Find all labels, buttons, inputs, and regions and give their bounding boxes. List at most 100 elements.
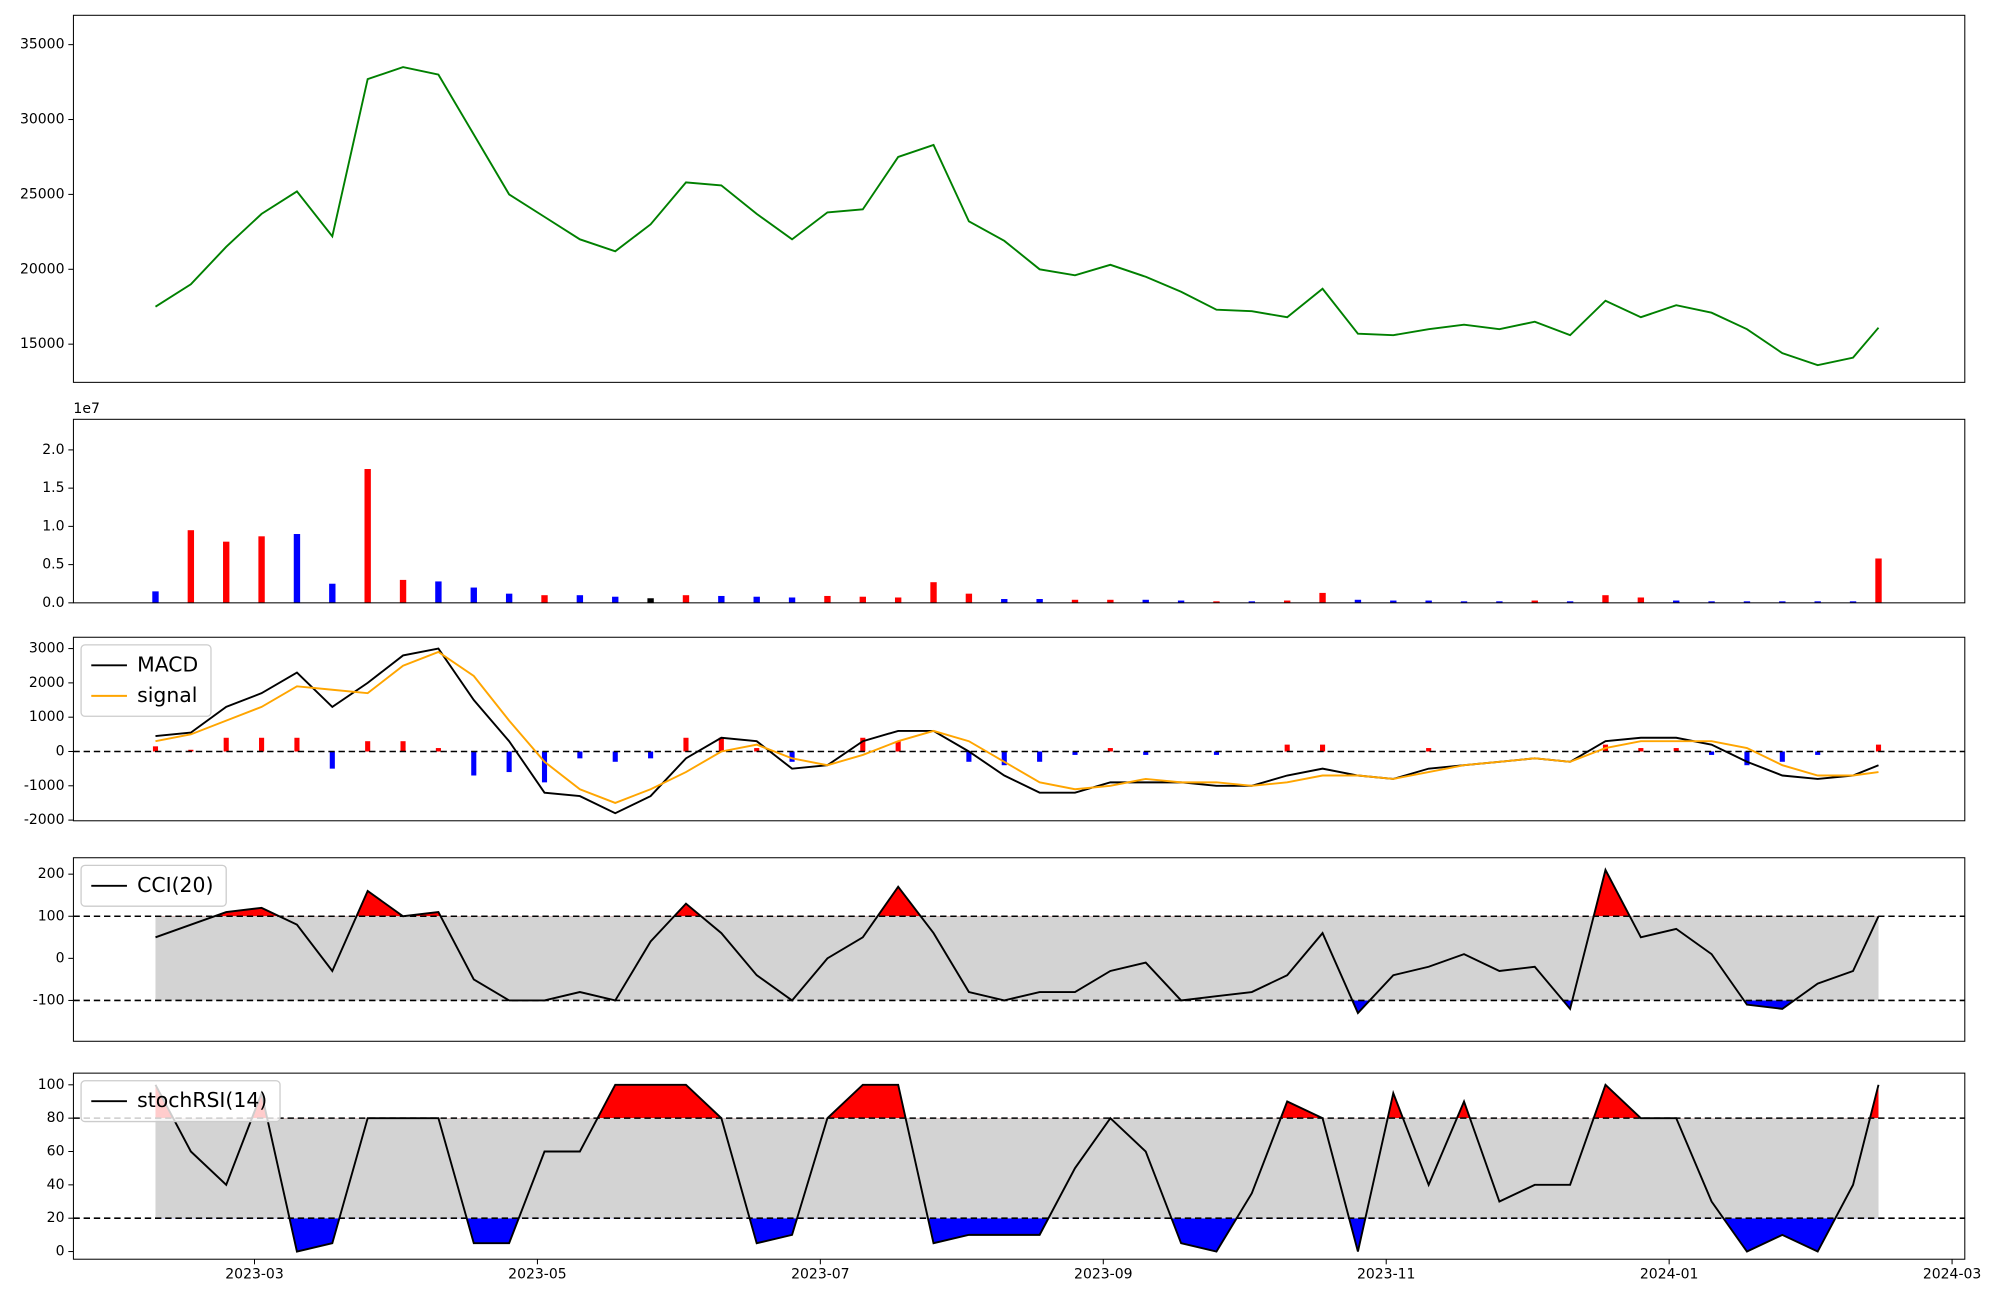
offset-label: 1e7	[73, 401, 99, 417]
volume-bar	[505, 593, 513, 603]
volume-bar	[824, 595, 831, 603]
volume-bar	[859, 596, 866, 603]
volume-bar	[152, 591, 159, 603]
y-tick-label: 0	[56, 1244, 65, 1260]
histogram-bar	[1779, 751, 1785, 762]
histogram-bar	[435, 748, 441, 752]
volume-bar	[223, 541, 230, 603]
volume-bar	[576, 595, 584, 603]
volume-bar	[647, 598, 654, 603]
y-tick-label: 15000	[20, 336, 65, 352]
axes-frame	[72, 14, 1966, 383]
histogram-bar	[1673, 748, 1679, 752]
histogram-bar	[188, 749, 194, 752]
legend-box	[80, 644, 212, 717]
oversold-area	[1352, 1000, 1795, 1014]
volume-bar	[1177, 600, 1185, 603]
y-tick-label: 2.0	[42, 442, 64, 458]
legend-label: signal	[137, 683, 197, 707]
y-tick-label: -1000	[24, 778, 65, 794]
volume-bar	[753, 596, 760, 603]
legend-label: MACD	[137, 652, 198, 676]
histogram-bar	[1426, 748, 1432, 752]
volume-bar	[1531, 600, 1538, 603]
volume-bar	[1390, 600, 1397, 603]
histogram-bar	[577, 751, 583, 759]
y-tick-label: 80	[47, 1110, 65, 1126]
volume-bar	[1708, 601, 1715, 603]
histogram-bar	[365, 741, 371, 752]
histogram-bar	[506, 751, 512, 773]
histogram-bar	[789, 751, 795, 762]
volume-bar	[1248, 601, 1256, 603]
histogram-bar	[1709, 751, 1715, 755]
histogram-bar	[612, 751, 618, 762]
histogram-bar	[1107, 748, 1113, 752]
threshold-band	[155, 916, 1879, 1001]
y-tick-label: 30000	[20, 112, 65, 128]
y-tick-label: 0	[56, 950, 65, 966]
y-tick-label: 0.0	[42, 595, 64, 611]
volume-bar	[1001, 599, 1008, 603]
y-tick-label: 60	[47, 1144, 65, 1160]
histogram-bar	[400, 741, 406, 752]
volume-bar	[435, 581, 442, 603]
volume-bar	[1779, 601, 1786, 603]
legend-label: CCI(20)	[137, 873, 213, 897]
histogram-bar	[152, 746, 159, 752]
histogram-bar	[1072, 751, 1078, 755]
volume-bar	[1354, 599, 1362, 603]
legend: CCI(20)	[80, 864, 227, 907]
volume-bar	[1743, 601, 1751, 603]
series-line	[154, 66, 1880, 367]
y-tick-label: 35000	[20, 37, 65, 53]
x-tick-label: 2023-09	[1074, 1267, 1133, 1283]
volume-bar	[930, 582, 937, 603]
volume-bar	[1107, 599, 1114, 603]
volume-bar	[1875, 558, 1882, 603]
volume-bar	[329, 583, 336, 603]
series-line	[155, 650, 1879, 804]
volume-bar	[1566, 601, 1574, 603]
histogram-bar	[718, 737, 724, 752]
y-tick-label: 100	[38, 1077, 65, 1093]
histogram-bar	[860, 737, 866, 752]
volume-bar	[1496, 601, 1503, 603]
volume-bar	[612, 596, 619, 603]
series-line	[155, 867, 1880, 1015]
y-tick-label: -100	[33, 992, 65, 1008]
histogram-bar	[1320, 744, 1326, 752]
x-tick-label: 2023-03	[225, 1267, 283, 1283]
volume-bar	[965, 593, 973, 603]
volume-bar	[1637, 597, 1645, 603]
y-tick-label: -2000	[24, 812, 65, 828]
histogram-bar	[259, 737, 265, 752]
volume-bar	[1213, 601, 1220, 603]
volume-bar	[1142, 599, 1149, 603]
volume-bar	[1814, 601, 1821, 603]
y-tick-label: 1.0	[42, 518, 64, 534]
x-tick-label: 2023-07	[791, 1267, 850, 1283]
threshold-band	[155, 1118, 1879, 1219]
series-line	[155, 647, 1879, 815]
y-tick-label: 100	[38, 908, 65, 924]
y-tick-label: 0	[56, 743, 65, 759]
volume-bar	[364, 469, 371, 603]
histogram-bar	[1744, 751, 1750, 766]
volume-bar	[541, 595, 548, 603]
y-tick-label: 20	[47, 1210, 65, 1226]
histogram-bar	[1284, 744, 1290, 752]
y-tick-label: 1000	[29, 709, 65, 725]
volume-bar	[788, 597, 796, 603]
volume-bar	[1673, 600, 1680, 603]
x-tick-label: 2023-11	[1357, 1267, 1416, 1283]
y-tick-label: 40	[47, 1177, 65, 1193]
axes-frame	[72, 1072, 1966, 1260]
histogram-bar	[1815, 751, 1821, 755]
legend: stochRSI(14)	[80, 1080, 281, 1123]
volume-bar	[1425, 600, 1432, 603]
histogram-bar	[223, 737, 229, 752]
x-tick-label: 2024-03	[1923, 1267, 1982, 1283]
axes-frame	[72, 857, 1966, 1042]
